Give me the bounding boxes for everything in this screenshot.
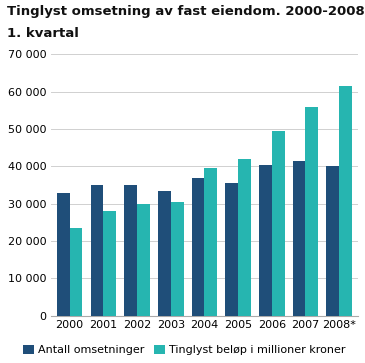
Bar xyxy=(91,185,103,316)
Bar xyxy=(204,168,217,316)
Bar xyxy=(124,185,137,316)
Text: 1. kvartal: 1. kvartal xyxy=(7,27,79,40)
Bar xyxy=(238,159,251,316)
Bar xyxy=(326,167,339,316)
Bar xyxy=(293,161,306,316)
Bar xyxy=(272,131,285,316)
Bar xyxy=(192,178,204,316)
Bar xyxy=(339,86,352,316)
Bar xyxy=(57,193,70,316)
Bar xyxy=(70,228,82,316)
Bar xyxy=(137,204,150,316)
Legend: Antall omsetninger, Tinglyst beløp i millioner kroner: Antall omsetninger, Tinglyst beløp i mil… xyxy=(23,345,346,355)
Bar xyxy=(306,107,318,316)
Bar xyxy=(171,202,184,316)
Text: Tinglyst omsetning av fast eiendom. 2000-2008*.: Tinglyst omsetning av fast eiendom. 2000… xyxy=(7,5,365,19)
Bar xyxy=(259,164,272,316)
Bar xyxy=(158,191,171,316)
Bar xyxy=(225,183,238,316)
Bar xyxy=(103,211,116,316)
